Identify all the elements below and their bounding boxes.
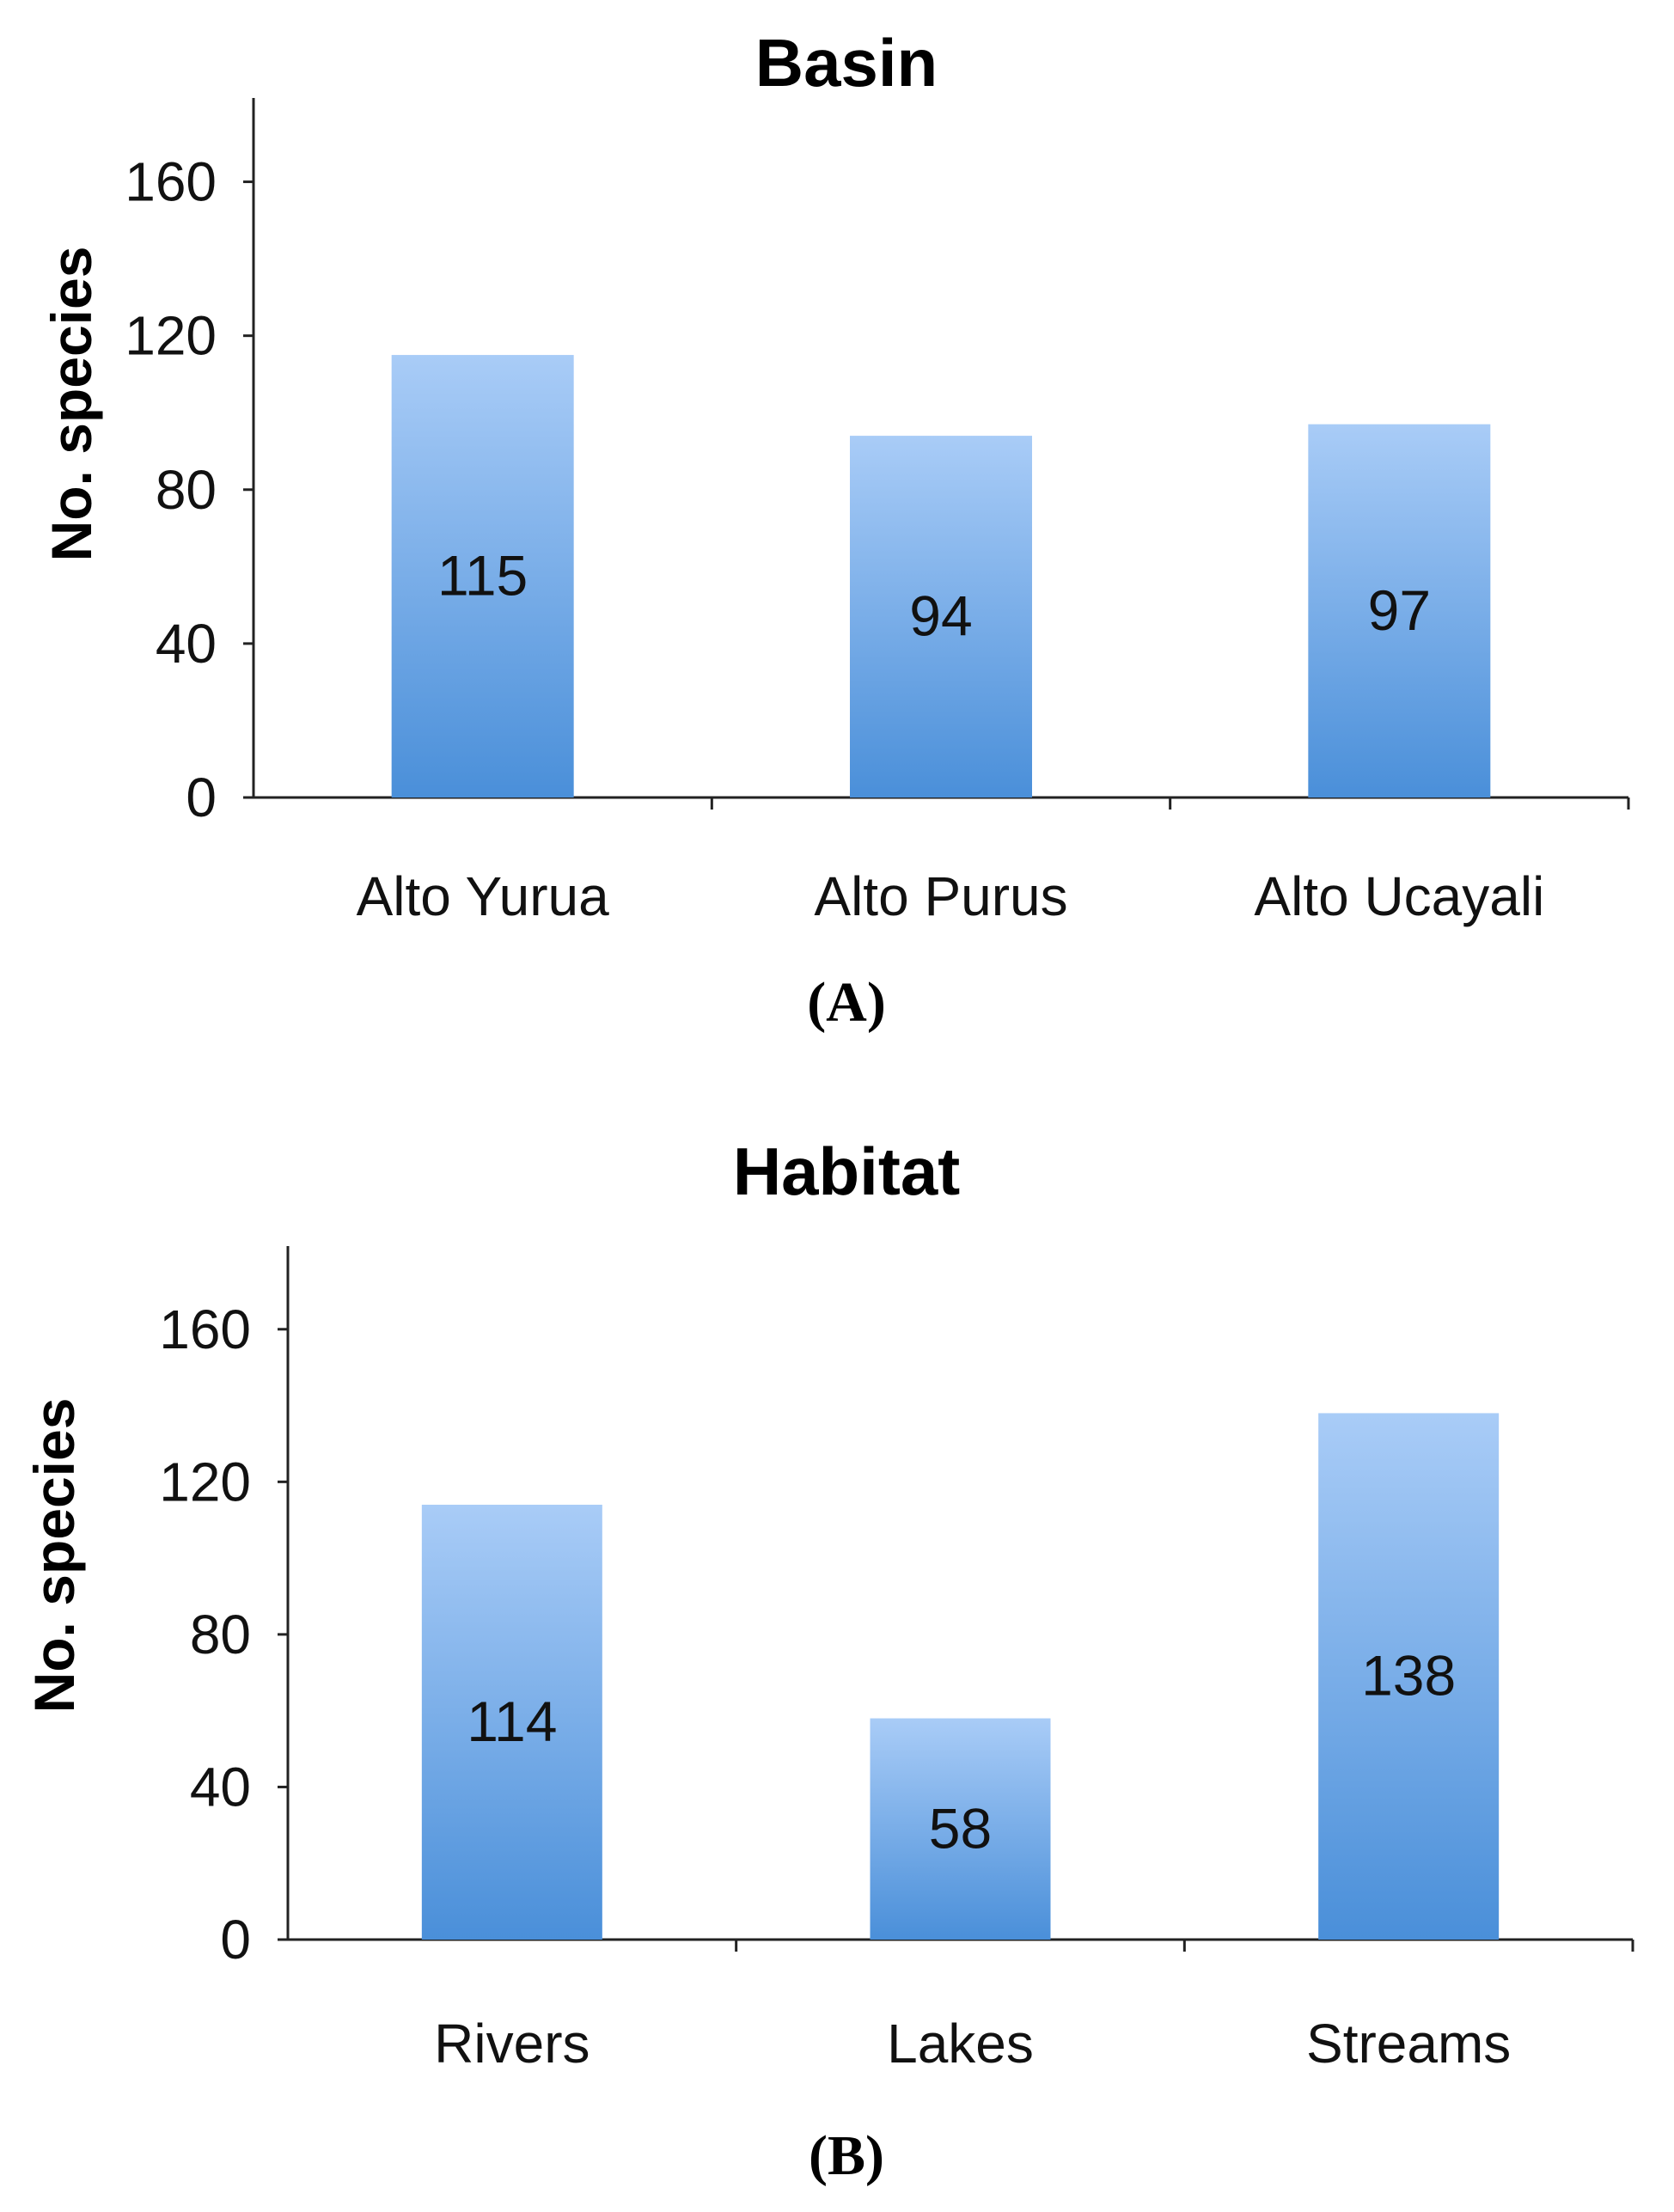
x-tick-label: Rivers [434,2013,590,2075]
data-label: 58 [929,1796,992,1860]
data-label: 115 [437,544,528,608]
y-tick-label: 160 [125,151,217,213]
x-tick-label: Streams [1306,2013,1511,2075]
bar [1318,1413,1500,1940]
data-label: 94 [909,584,972,648]
chart-title: Basin [755,25,938,101]
data-label: 114 [467,1690,557,1753]
x-tick-label: Alto Ucayali [1254,865,1544,927]
data-label: 138 [1361,1644,1456,1708]
bar [850,436,1032,797]
bar [421,1504,602,1940]
bar [391,355,574,797]
y-tick-label: 40 [156,613,217,675]
y-tick-label: 80 [156,459,217,521]
y-tick-label: 120 [159,1451,251,1512]
y-axis-label: No. species [40,247,103,562]
y-tick-label: 120 [125,305,217,367]
y-tick-label: 0 [186,767,217,828]
x-tick-label: Alto Purus [814,865,1067,927]
y-tick-label: 40 [190,1756,251,1818]
bar [870,1718,1051,1940]
y-axis-label: No. species [22,1398,86,1714]
x-tick-label: Lakes [887,2013,1034,2075]
y-tick-label: 160 [159,1298,251,1360]
x-tick-label: Alto Yurua [357,865,610,927]
chart-title: Habitat [733,1133,960,1209]
panel-label: (B) [809,2124,884,2187]
panel-label: (A) [807,971,886,1034]
chart-habitat: Habitat No. species (B) 0 40 80 120 160 114 Ri… [22,1133,1634,2187]
data-label: 97 [1368,578,1431,642]
chart-basin: Basin No. species (A) 0 40 80 120 160 115 Alto… [40,25,1630,1034]
y-tick-label: 0 [220,1909,251,1971]
y-tick-label: 80 [190,1604,251,1665]
bar [1308,424,1491,797]
